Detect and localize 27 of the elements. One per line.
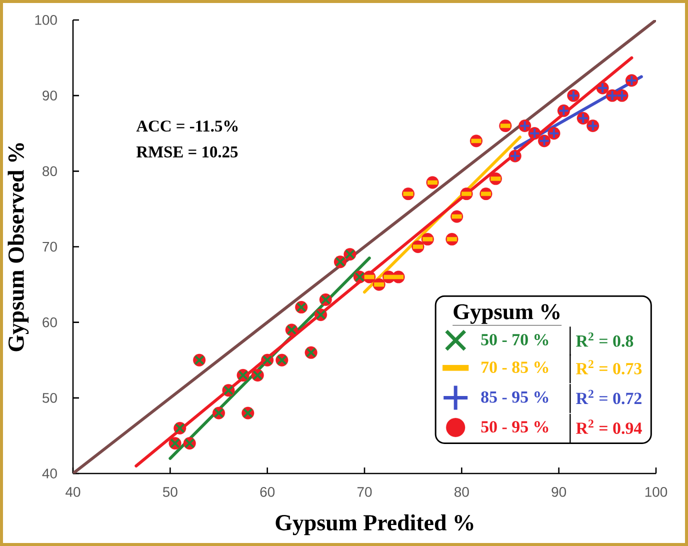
legend-label: 70 - 85 % xyxy=(482,362,548,374)
legend-title: Gypsum % xyxy=(454,304,560,324)
annotation: R$^{2}$ = 0.73 xyxy=(576,360,642,374)
x-tick-label: 80 xyxy=(454,487,469,497)
legend-label: 50 - 95 % xyxy=(481,421,548,433)
x-tick-label: 40 xyxy=(66,487,80,497)
y-tick-label: 60 xyxy=(42,317,57,328)
x-axis-title: Gypsum Predited % xyxy=(276,514,474,536)
y-tick-label: 40 xyxy=(42,468,57,478)
y-tick-label: 70 xyxy=(42,242,57,252)
y-axis-title: Gypsum Observed % xyxy=(8,143,29,352)
y-tick-label: 100 xyxy=(35,15,57,25)
x-tick-label: 90 xyxy=(552,487,566,497)
legend-label: 50 - 70 % xyxy=(481,334,548,346)
x-tick-label: 70 xyxy=(357,487,372,497)
annotation: ACC = -11.5% xyxy=(136,120,238,132)
annotation: R$^{2}$ = 0.72 xyxy=(576,390,642,404)
y-tick-label: 90 xyxy=(42,90,57,101)
annotation: R$^{2}$ = 0.94 xyxy=(576,420,642,434)
x-tick-label: 50 xyxy=(162,487,178,497)
annotation: RMSE = 10.25 xyxy=(136,146,238,158)
annotation: R$^{2}$ = 0.8 xyxy=(576,332,634,347)
x-tick-label: 60 xyxy=(260,487,275,497)
y-tick-label: 50 xyxy=(42,392,57,403)
y-tick-label: 80 xyxy=(42,166,57,176)
x-tick-label: 100 xyxy=(645,487,668,497)
legend-label: 85 - 95 % xyxy=(481,391,548,403)
